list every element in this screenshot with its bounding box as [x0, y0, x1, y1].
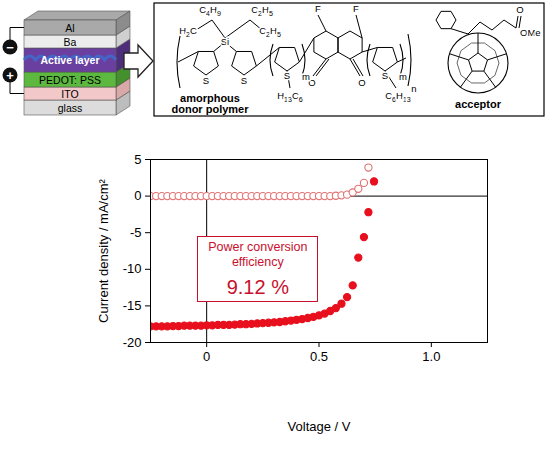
svg-text:donor polymer: donor polymer [171, 103, 249, 115]
svg-text:amorphous: amorphous [180, 92, 240, 104]
svg-text:F: F [353, 3, 359, 14]
svg-text:-10: -10 [123, 261, 142, 276]
html-text:9.12 %: 9.12 % [226, 275, 289, 298]
svg-text:-20: -20 [123, 335, 142, 350]
html-text:Power conversion efficiency: Power conversion efficiency [208, 239, 308, 269]
svg-text:0: 0 [203, 349, 210, 364]
svg-text:PEDOT: PSS: PEDOT: PSS [39, 74, 101, 86]
svg-text:glass: glass [58, 102, 83, 114]
svg-text:C2H5: C2H5 [259, 25, 281, 39]
svg-text:-15: -15 [123, 298, 142, 313]
svg-text:acceptor: acceptor [455, 98, 502, 110]
svg-text:S: S [284, 70, 290, 81]
svg-text:+: + [6, 68, 14, 83]
svg-text:Voltage / V: Voltage / V [288, 419, 351, 434]
svg-text:S: S [203, 75, 209, 86]
svg-text:C4H9: C4H9 [199, 4, 221, 18]
svg-text:Si: Si [221, 36, 229, 47]
svg-text:OMe: OMe [520, 27, 541, 38]
svg-text:F: F [315, 3, 321, 14]
svg-text:O: O [516, 4, 523, 15]
svg-text:5: 5 [134, 152, 141, 167]
svg-text:1.0: 1.0 [422, 349, 440, 364]
svg-text:H13C6: H13C6 [277, 90, 303, 104]
svg-text:Al: Al [65, 22, 74, 34]
svg-text:n: n [411, 83, 416, 94]
svg-text:S: S [382, 70, 388, 81]
svg-text:−: − [6, 40, 14, 55]
svg-text:0: 0 [134, 188, 141, 203]
svg-text:S: S [241, 75, 247, 86]
svg-text:O: O [358, 77, 365, 88]
svg-text:m: m [302, 71, 310, 82]
svg-text:Active layer: Active layer [41, 54, 100, 66]
svg-text:m: m [399, 71, 407, 82]
svg-text:0.5: 0.5 [310, 349, 328, 364]
svg-text:H2C: H2C [179, 25, 197, 39]
svg-text:Current density / mA/cm²: Current density / mA/cm² [96, 178, 111, 322]
svg-text:-5: -5 [130, 225, 142, 240]
svg-text:C2H5: C2H5 [251, 4, 273, 18]
svg-text:ITO: ITO [61, 88, 78, 100]
svg-text:O: O [308, 77, 316, 88]
svg-text:Ba: Ba [64, 36, 77, 48]
svg-text:C6H13: C6H13 [385, 90, 411, 104]
